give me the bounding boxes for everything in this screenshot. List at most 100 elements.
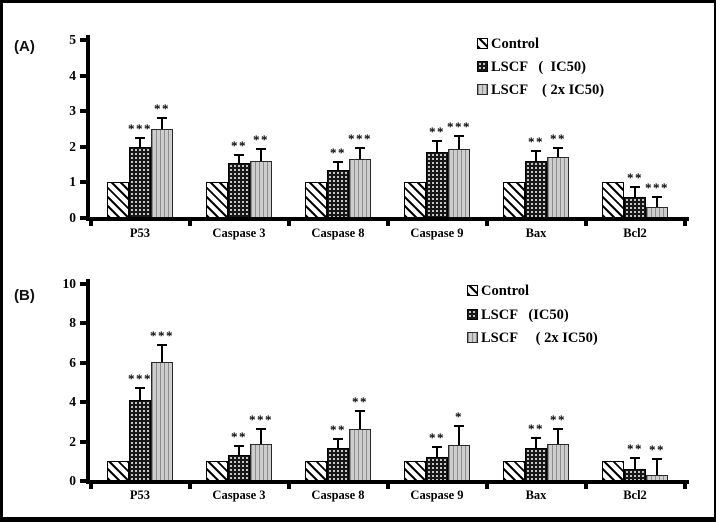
y-tick-label: 2 [69,433,76,449]
error-bar-line [139,388,141,401]
error-bar-cap [333,161,343,164]
panel_a-x-axis [86,217,689,221]
bar-panel_a-dots-2 [327,169,349,218]
error-bar-cap [234,153,244,156]
panel_b-label: (B) [14,287,35,304]
legend-label: LSCF ( 2x IC50) [481,330,598,346]
error-bar-line [337,438,339,449]
error-bar-line [557,428,559,444]
x-category-label-p53: P53 [129,488,151,502]
significance-stars: ** [429,124,445,140]
error-bar-line [656,197,658,207]
significance-stars: ** [550,130,566,146]
error-bar-cap [432,140,442,143]
error-bar-cap [454,424,464,427]
x-category-label-bax: Bax [525,226,547,240]
error-bar-line [238,445,240,456]
panel_b-y-axis [86,279,90,483]
bar-panel_a-vlines-4 [547,157,569,218]
bar-panel_a-dots-3 [426,152,448,218]
error-bar-cap [432,445,442,448]
bar-panel_b-vlines-0 [151,361,173,481]
y-tick-label: 8 [69,315,76,331]
bar-panel_a-dots-1 [228,162,250,218]
error-bar-line [359,411,361,429]
error-bar-line [634,187,636,197]
legend-marker-vlines-icon [467,332,478,343]
legend-label: LSCF (IC50) [481,306,569,323]
y-tick-mark [80,321,86,326]
error-bar-cap [135,387,145,390]
bar-panel_a-dots-0 [129,146,151,218]
bar-panel_a-hatch-2 [305,182,327,218]
error-bar-cap [355,146,365,149]
significance-stars: *** [249,411,273,427]
x-tick-mark [682,484,687,489]
significance-stars: ** [528,134,544,150]
legend-item-dots: LSCF (IC50) [467,305,657,325]
legend-marker-dots-icon [477,61,488,72]
legend-marker-hatch-icon [467,285,478,296]
error-bar-line [458,425,460,445]
significance-stars: *** [150,328,174,344]
error-bar-line [260,428,262,444]
bar-panel_b-hatch-3 [404,461,426,481]
error-bar-line [535,437,537,448]
error-bar-cap [531,436,541,439]
bar-panel_a-vlines-3 [448,148,470,218]
x-category-label-caspase-9: Caspase 9 [410,488,464,502]
error-bar-cap [157,344,167,347]
bar-panel_a-vlines-1 [250,161,272,218]
y-tick-label: 1 [69,174,76,190]
error-bar-line [238,154,240,163]
significance-stars: * [455,408,463,424]
bar-panel_b-dots-3 [426,457,448,481]
error-bar-line [139,137,141,147]
significance-stars: ** [231,428,247,444]
error-bar-cap [630,456,640,459]
error-bar-cap [553,146,563,149]
x-category-label-bcl2: Bcl2 [623,226,647,240]
significance-stars: ** [550,411,566,427]
legend-item-vlines: LSCF ( 2x IC50) [477,80,667,100]
significance-stars: ** [154,101,170,117]
y-tick-label: 6 [69,354,76,370]
error-bar-line [634,457,636,470]
x-category-label-caspase-3: Caspase 3 [212,226,266,240]
y-tick-mark [80,479,86,483]
significance-stars: *** [348,130,372,146]
panel_a-label: (A) [14,38,35,55]
x-tick-mark [286,484,291,489]
legend-item-dots: LSCF ( IC50) [477,57,667,77]
x-category-label-caspase-3: Caspase 3 [212,488,266,502]
x-tick-mark [385,221,390,226]
x-tick-mark [385,484,390,489]
significance-stars: ** [649,441,665,457]
bar-panel_a-hatch-1 [206,182,228,218]
x-category-label-p53: P53 [129,226,151,240]
bar-panel_a-dots-5 [624,196,646,218]
legend-label: Control [491,36,540,52]
bar-panel_a-hatch-0 [107,182,129,218]
y-tick-mark [80,109,86,114]
x-category-label-caspase-8: Caspase 8 [311,226,365,240]
significance-stars: ** [231,137,247,153]
error-bar-line [161,118,163,129]
x-tick-mark [484,484,489,489]
bar-panel_a-hatch-3 [404,182,426,218]
panel_b-x-axis [86,480,689,484]
bar-panel_a-vlines-2 [349,159,371,218]
error-bar-line [458,136,460,149]
error-bar-cap [157,117,167,120]
y-tick-mark [80,38,86,42]
bar-panel_b-vlines-4 [547,443,569,481]
error-bar-cap [333,437,343,440]
bar-panel_b-hatch-4 [503,461,525,481]
error-bar-cap [630,186,640,189]
significance-stars: *** [447,119,471,135]
x-category-label-caspase-9: Caspase 9 [410,226,464,240]
error-bar-line [436,141,438,153]
x-category-label-bax: Bax [525,488,547,502]
y-tick-mark [80,282,86,286]
y-tick-mark [80,400,86,405]
